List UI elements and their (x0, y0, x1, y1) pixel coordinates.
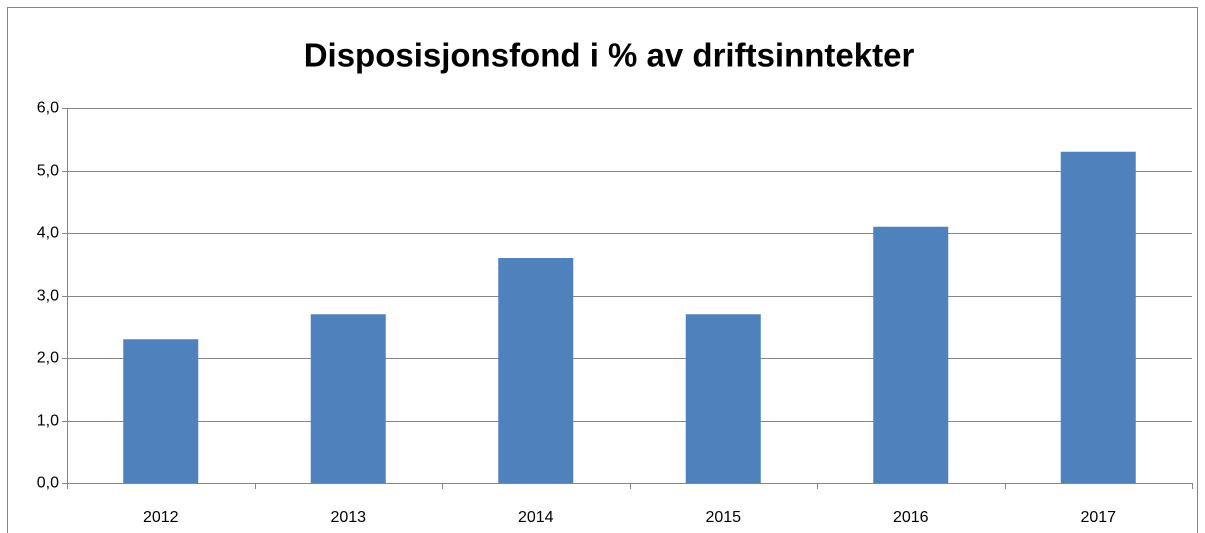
chart-frame (7, 7, 1198, 533)
bar (498, 258, 574, 483)
x-tick-label: 2017 (1080, 509, 1116, 526)
y-tick-label: 4,0 (37, 225, 59, 242)
y-tick-label: 5,0 (37, 163, 59, 180)
bar (123, 339, 199, 483)
bar (873, 226, 949, 483)
x-tick-label: 2012 (143, 509, 179, 526)
x-tick-label: 2013 (330, 509, 366, 526)
y-tick-label: 3,0 (37, 288, 59, 305)
y-tick-label: 6,0 (37, 100, 59, 117)
bar (310, 314, 386, 483)
y-tick-label: 0,0 (37, 475, 59, 492)
x-tick-label: 2016 (893, 509, 929, 526)
x-tick-label: 2015 (705, 509, 741, 526)
x-tick-label: 2014 (518, 509, 554, 526)
bar (1060, 151, 1136, 483)
bar (685, 314, 761, 483)
y-tick-label: 1,0 (37, 413, 59, 430)
chart-title: Disposisjonsfond i % av driftsinntekter (304, 37, 915, 74)
y-tick-label: 2,0 (37, 350, 59, 367)
